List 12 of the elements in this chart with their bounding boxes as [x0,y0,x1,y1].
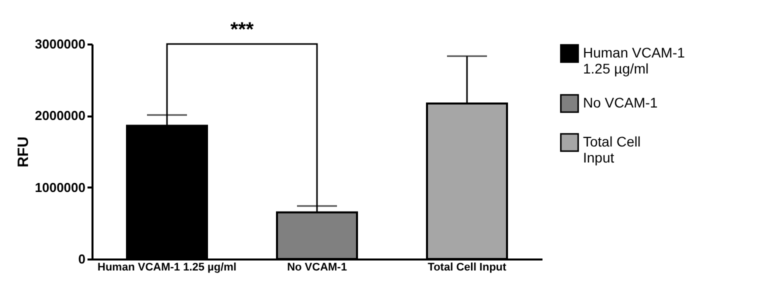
y-axis-title: RFU [14,136,32,168]
y-tick-label: 1000000 [34,180,86,195]
legend-label: Total Cell Input [583,134,641,166]
x-tick-label: Total Cell Input [428,262,507,274]
x-tick-label: No VCAM-1 [287,262,347,274]
y-tick-label: 3000000 [34,36,86,52]
legend-label: Human VCAM-1 1.25 µg/ml [583,44,686,76]
y-tick-label: 0 [78,252,86,266]
y-tick-label: 2000000 [34,108,86,124]
legend-label: No VCAM-1 [583,94,658,110]
x-tick-label: Human VCAM-1 1.25 µg/ml [98,262,236,274]
text: *** [230,19,254,41]
